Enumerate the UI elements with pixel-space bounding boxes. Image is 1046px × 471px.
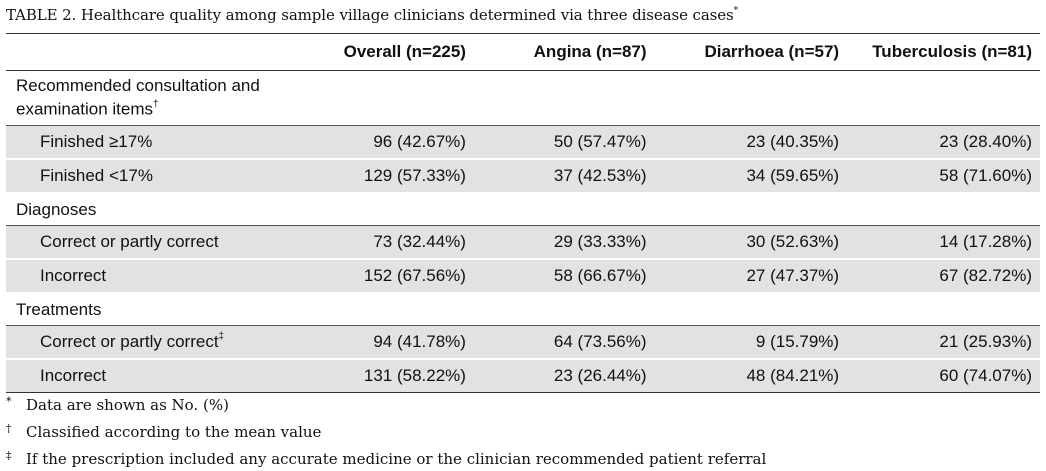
cell-tuberculosis: 21 (25.93%) bbox=[847, 325, 1040, 360]
group-label-line2: examination items bbox=[16, 99, 154, 119]
cell-overall: 129 (57.33%) bbox=[313, 159, 474, 194]
cell-diarrhoea: 27 (47.37%) bbox=[654, 259, 848, 294]
cell-diarrhoea: 9 (15.79%) bbox=[654, 325, 848, 360]
group-row-consultation: Recommended consultation and examination… bbox=[6, 70, 1040, 126]
header-blank bbox=[6, 34, 314, 71]
cell-diarrhoea: 23 (40.35%) bbox=[654, 125, 848, 160]
quality-table: Overall (n=225) Angina (n=87) Diarrhoea … bbox=[6, 34, 1040, 393]
cell-angina: 37 (42.53%) bbox=[473, 159, 655, 194]
table-top-rule bbox=[6, 33, 1040, 34]
header-angina: Angina (n=87) bbox=[473, 34, 655, 71]
footnote: † Classified according to the mean value bbox=[6, 417, 766, 444]
row-label: Finished ≥17% bbox=[6, 125, 314, 160]
header-diarrhoea: Diarrhoea (n=57) bbox=[654, 34, 848, 71]
cell-tuberculosis: 60 (74.07%) bbox=[847, 359, 1040, 393]
header-tuberculosis: Tuberculosis (n=81) bbox=[847, 34, 1040, 71]
row-label: Correct or partly correct‡ bbox=[6, 325, 314, 360]
footnotes: * Data are shown as No. (%) † Classified a… bbox=[6, 390, 766, 471]
cell-diarrhoea: 48 (84.21%) bbox=[654, 359, 848, 393]
cell-overall: 94 (41.78%) bbox=[313, 325, 474, 360]
footnote-symbol: ‡ bbox=[6, 449, 12, 462]
cell-tuberculosis: 67 (82.72%) bbox=[847, 259, 1040, 294]
row-label: Incorrect bbox=[6, 359, 314, 393]
caption-text: TABLE 2. Healthcare quality among sample… bbox=[6, 6, 734, 24]
cell-angina: 58 (66.67%) bbox=[473, 259, 655, 294]
cell-tuberculosis: 23 (28.40%) bbox=[847, 125, 1040, 160]
row-label: Incorrect bbox=[6, 259, 314, 294]
group-marker: † bbox=[153, 99, 159, 111]
footnote: ‡ If the prescription included any accura… bbox=[6, 444, 766, 471]
cell-angina: 64 (73.56%) bbox=[473, 325, 655, 360]
row-label: Finished <17% bbox=[6, 159, 314, 194]
cell-overall: 96 (42.67%) bbox=[313, 125, 474, 160]
table-row: Correct or partly correct‡ 94 (41.78%) 6… bbox=[6, 325, 1040, 360]
header-row: Overall (n=225) Angina (n=87) Diarrhoea … bbox=[6, 34, 1040, 71]
footnote-text: If the prescription included any accurat… bbox=[26, 450, 767, 468]
group-label: Diagnoses bbox=[6, 193, 1040, 226]
group-label: Treatments bbox=[6, 293, 1040, 326]
footnote-symbol: * bbox=[6, 395, 12, 408]
footnote-text: Data are shown as No. (%) bbox=[26, 396, 229, 414]
cell-diarrhoea: 34 (59.65%) bbox=[654, 159, 848, 194]
cell-overall: 131 (58.22%) bbox=[313, 359, 474, 393]
table-row: Incorrect 131 (58.22%) 23 (26.44%) 48 (8… bbox=[6, 359, 1040, 393]
footnote-text: Classified according to the mean value bbox=[26, 423, 322, 441]
cell-tuberculosis: 58 (71.60%) bbox=[847, 159, 1040, 194]
group-label-line1: Recommended consultation and bbox=[16, 76, 260, 96]
group-label: Recommended consultation and examination… bbox=[6, 70, 1040, 126]
table-row: Finished ≥17% 96 (42.67%) 50 (57.47%) 23… bbox=[6, 125, 1040, 160]
cell-overall: 73 (32.44%) bbox=[313, 225, 474, 260]
table-row: Correct or partly correct 73 (32.44%) 29… bbox=[6, 225, 1040, 260]
group-row-diagnoses: Diagnoses bbox=[6, 193, 1040, 226]
group-row-treatments: Treatments bbox=[6, 293, 1040, 326]
row-label: Correct or partly correct bbox=[6, 225, 314, 260]
table-caption: TABLE 2. Healthcare quality among sample… bbox=[6, 6, 738, 24]
cell-angina: 23 (26.44%) bbox=[473, 359, 655, 393]
footnote: * Data are shown as No. (%) bbox=[6, 390, 766, 417]
table-row: Finished <17% 129 (57.33%) 37 (42.53%) 3… bbox=[6, 159, 1040, 194]
header-overall: Overall (n=225) bbox=[313, 34, 474, 71]
cell-angina: 50 (57.47%) bbox=[473, 125, 655, 160]
footnote-symbol: † bbox=[6, 422, 12, 435]
cell-tuberculosis: 14 (17.28%) bbox=[847, 225, 1040, 260]
cell-diarrhoea: 30 (52.63%) bbox=[654, 225, 848, 260]
caption-marker: * bbox=[733, 6, 739, 16]
cell-overall: 152 (67.56%) bbox=[313, 259, 474, 294]
table-row: Incorrect 152 (67.56%) 58 (66.67%) 27 (4… bbox=[6, 259, 1040, 294]
cell-angina: 29 (33.33%) bbox=[473, 225, 655, 260]
